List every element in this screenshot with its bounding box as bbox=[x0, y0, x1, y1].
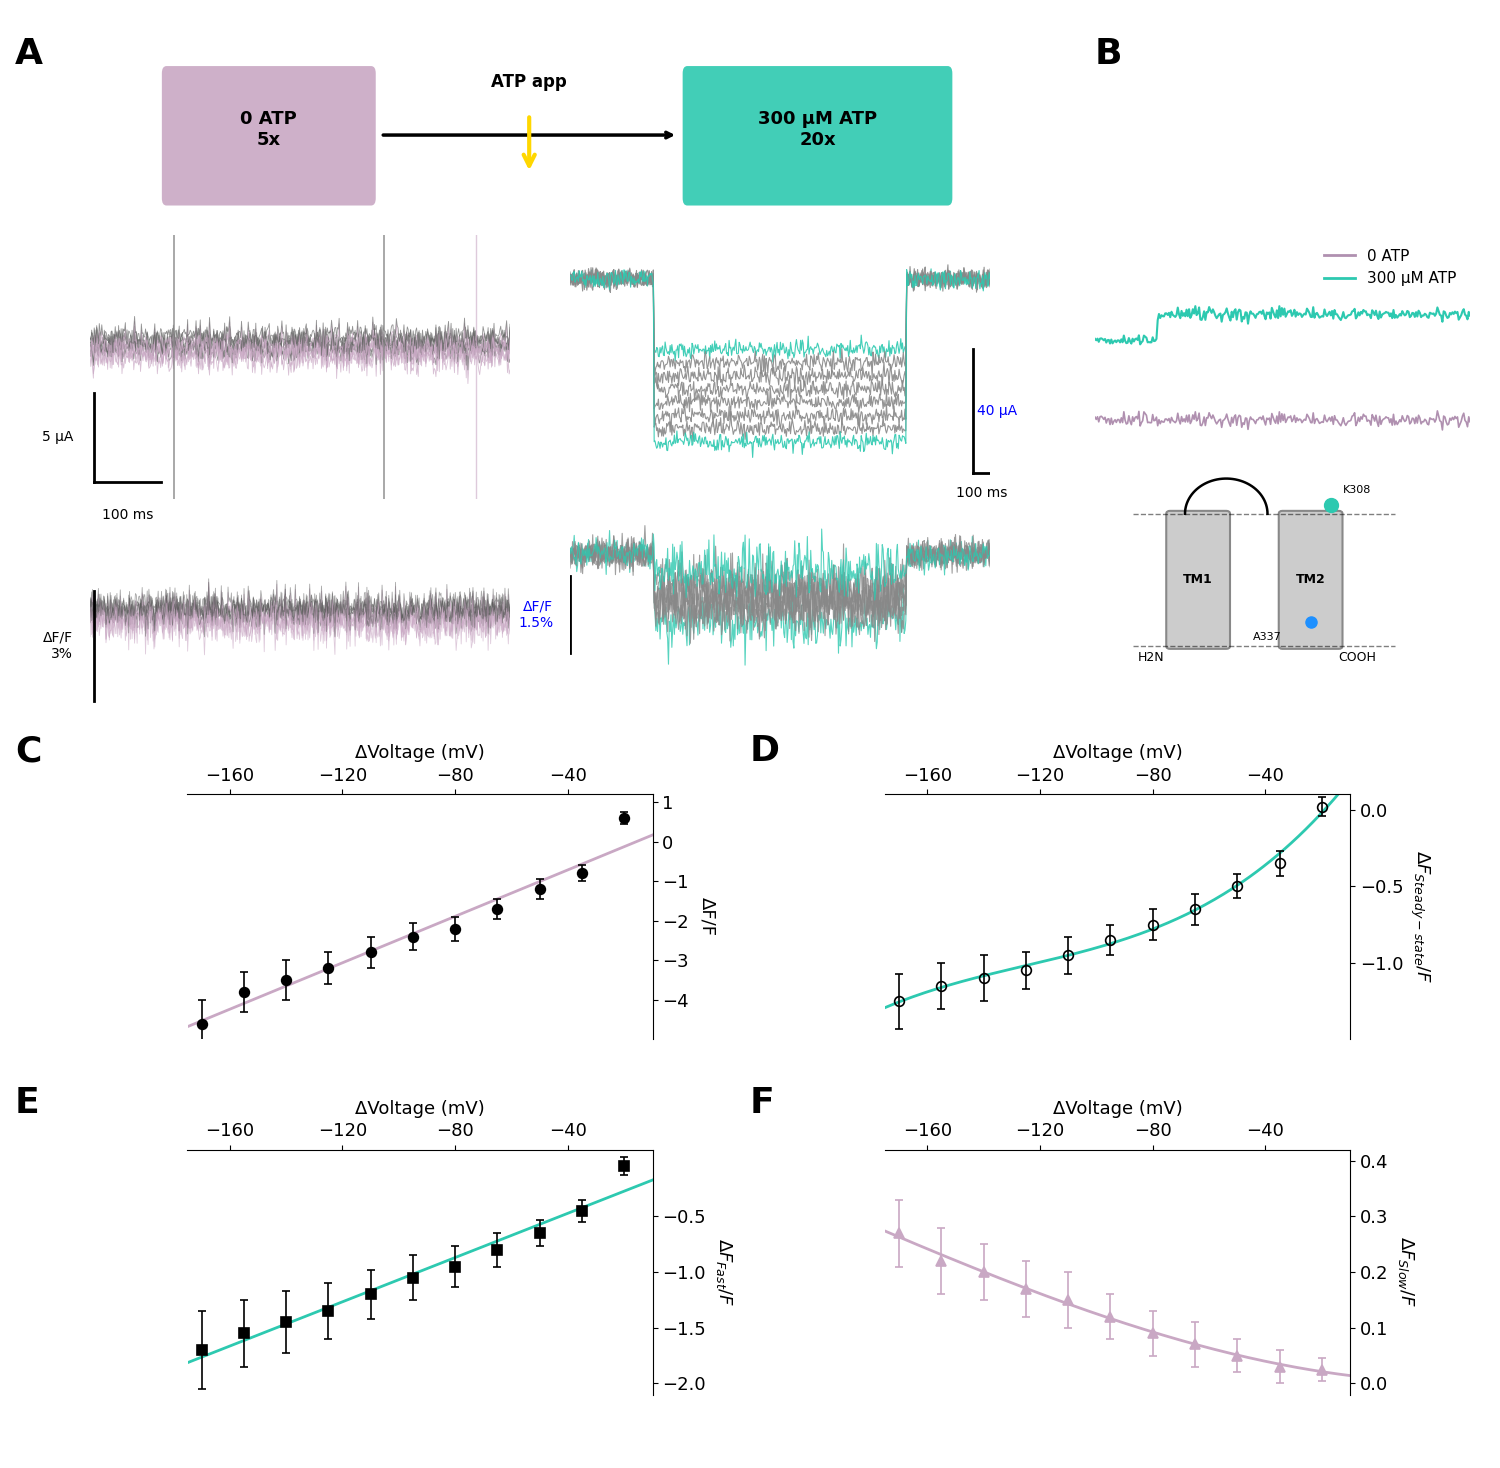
Text: B: B bbox=[1095, 37, 1122, 70]
Text: 5 μA: 5 μA bbox=[42, 430, 74, 445]
Text: C: C bbox=[15, 734, 42, 768]
Text: A337: A337 bbox=[1252, 633, 1281, 642]
Text: K308: K308 bbox=[1342, 486, 1371, 495]
X-axis label: ΔVoltage (mV): ΔVoltage (mV) bbox=[356, 1100, 484, 1117]
FancyBboxPatch shape bbox=[1278, 511, 1342, 649]
FancyBboxPatch shape bbox=[682, 66, 952, 206]
Text: 40 μA: 40 μA bbox=[978, 404, 1017, 418]
Legend: 0 ATP, 300 μM ATP: 0 ATP, 300 μM ATP bbox=[1318, 242, 1462, 292]
Y-axis label: $\Delta F_{Steady-state}/F$: $\Delta F_{Steady-state}/F$ bbox=[1408, 850, 1431, 984]
FancyBboxPatch shape bbox=[162, 66, 375, 206]
Text: ATP app: ATP app bbox=[492, 73, 567, 91]
FancyBboxPatch shape bbox=[1167, 511, 1230, 649]
Text: ΔF/F
1.5%: ΔF/F 1.5% bbox=[518, 599, 554, 630]
Y-axis label: $\Delta F_{Slow}/F$: $\Delta F_{Slow}/F$ bbox=[1396, 1236, 1416, 1308]
Text: A: A bbox=[15, 37, 44, 70]
Text: 100 ms: 100 ms bbox=[956, 486, 1008, 501]
Text: 300 μM ATP
20x: 300 μM ATP 20x bbox=[758, 110, 878, 148]
Text: COOH: COOH bbox=[1338, 650, 1377, 664]
X-axis label: ΔVoltage (mV): ΔVoltage (mV) bbox=[1053, 1100, 1182, 1117]
X-axis label: ΔVoltage (mV): ΔVoltage (mV) bbox=[1053, 744, 1182, 762]
X-axis label: ΔVoltage (mV): ΔVoltage (mV) bbox=[356, 744, 484, 762]
Text: TM2: TM2 bbox=[1296, 574, 1326, 586]
Text: TM1: TM1 bbox=[1184, 574, 1214, 586]
Y-axis label: $\Delta F_{Fast}/F$: $\Delta F_{Fast}/F$ bbox=[714, 1238, 734, 1307]
Y-axis label: ΔF/F: ΔF/F bbox=[699, 897, 717, 937]
Text: E: E bbox=[15, 1086, 39, 1120]
Text: D: D bbox=[750, 734, 780, 768]
Text: F: F bbox=[750, 1086, 774, 1120]
Text: 100 ms: 100 ms bbox=[102, 508, 153, 523]
Text: 0 ATP
5x: 0 ATP 5x bbox=[240, 110, 297, 148]
Text: ΔF/F
3%: ΔF/F 3% bbox=[44, 631, 74, 661]
Text: H2N: H2N bbox=[1138, 650, 1164, 664]
